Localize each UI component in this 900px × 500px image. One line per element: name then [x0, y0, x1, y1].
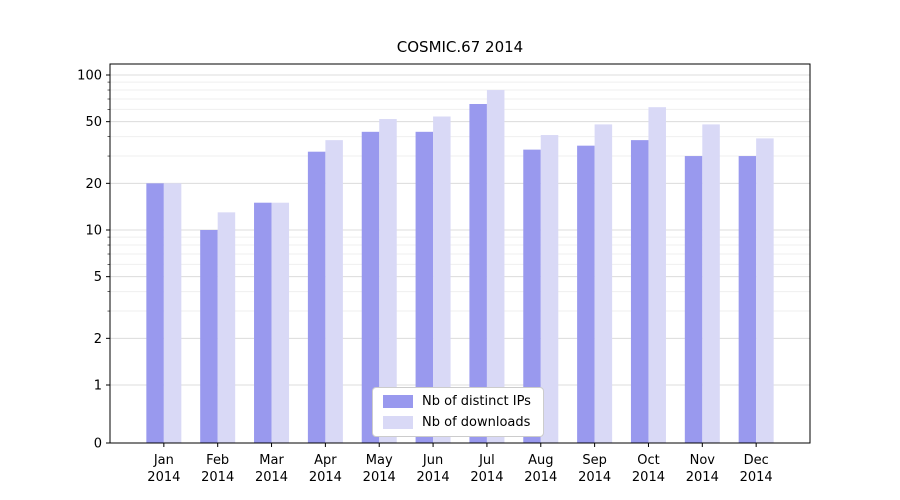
x-tick-label-month: Sep	[582, 453, 607, 468]
bar-distinct-ips-jul	[469, 103, 487, 444]
legend-label: Nb of downloads	[422, 415, 531, 430]
x-tick-label-year: 2014	[363, 470, 396, 485]
legend-label: Nb of distinct IPs	[422, 394, 531, 409]
bar-downloads-jul	[486, 90, 505, 443]
bar-distinct-ips-jan	[146, 183, 164, 444]
x-tick-label-year: 2014	[417, 470, 450, 485]
bar-downloads-nov	[702, 124, 720, 444]
bar-distinct-ips-may	[361, 131, 380, 444]
bar-distinct-ips-apr	[307, 151, 326, 443]
x-tick-label-year: 2014	[740, 470, 773, 485]
x-tick-label-year: 2014	[309, 470, 342, 485]
legend-item-downloads: Nb of downloads	[383, 415, 531, 430]
bar-downloads-apr	[325, 140, 343, 443]
x-tick-label-year: 2014	[470, 470, 503, 485]
x-tick-label-year: 2014	[578, 470, 611, 485]
chart-title: COSMIC.67 2014	[396, 38, 524, 56]
bar-downloads-dec	[756, 138, 774, 443]
bar-distinct-ips-aug	[523, 149, 541, 443]
x-tick-label-month: Jul	[478, 453, 495, 468]
y-tick-label: 100	[77, 69, 102, 84]
x-tick-label-month: May	[366, 453, 393, 468]
legend: Nb of distinct IPs Nb of downloads	[372, 387, 544, 437]
bar-downloads-may	[379, 119, 397, 444]
x-tick-label-month: Nov	[690, 453, 716, 468]
x-tick-label-year: 2014	[201, 470, 234, 485]
x-tick-label-year: 2014	[524, 470, 557, 485]
bar-downloads-sep	[594, 124, 613, 444]
x-tick-label-year: 2014	[147, 470, 180, 485]
bar-downloads-aug	[540, 135, 559, 444]
bar-distinct-ips-dec	[738, 156, 757, 443]
legend-item-distinct-ips: Nb of distinct IPs	[383, 394, 531, 409]
x-tick-label-month: Jun	[422, 453, 443, 468]
x-tick-label-month: Apr	[314, 453, 337, 468]
x-tick-label-year: 2014	[255, 470, 288, 485]
bar-downloads-mar	[271, 202, 290, 443]
legend-swatch	[383, 395, 413, 408]
bar-distinct-ips-mar	[254, 202, 272, 443]
bar-downloads-jun	[433, 116, 451, 443]
y-tick-label: 2	[94, 332, 102, 347]
bar-distinct-ips-oct	[630, 140, 649, 443]
x-tick-label-month: Jan	[153, 453, 174, 468]
plot-border	[109, 63, 811, 444]
bar-distinct-ips-sep	[577, 145, 595, 444]
x-tick-label-year: 2014	[686, 470, 719, 485]
bar-distinct-ips-jun	[415, 131, 434, 444]
bar-distinct-ips-feb	[200, 230, 218, 443]
x-tick-label-year: 2014	[632, 470, 665, 485]
bar-downloads-jan	[163, 183, 182, 444]
x-tick-label-month: Aug	[528, 453, 553, 468]
x-tick-label-month: Oct	[637, 453, 659, 468]
bar-downloads-feb	[217, 212, 236, 443]
y-tick-label: 50	[85, 115, 102, 130]
x-tick-label-month: Dec	[744, 453, 769, 468]
x-tick-label-month: Mar	[259, 453, 284, 468]
y-tick-label: 0	[94, 437, 102, 452]
y-tick-label: 1	[94, 379, 102, 394]
y-tick-label: 20	[85, 177, 102, 192]
bar-distinct-ips-nov	[684, 156, 703, 443]
bar-downloads-oct	[648, 107, 666, 443]
x-tick-label-month: Feb	[206, 453, 229, 468]
y-tick-label: 5	[94, 270, 102, 285]
legend-swatch	[383, 416, 413, 429]
y-tick-label: 10	[85, 224, 102, 239]
